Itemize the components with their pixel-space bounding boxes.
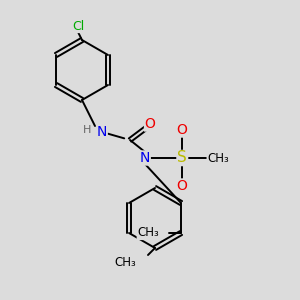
Text: CH₃: CH₃ <box>207 152 229 164</box>
Text: Cl: Cl <box>72 20 84 32</box>
Text: S: S <box>177 151 187 166</box>
Text: CH₃: CH₃ <box>114 256 136 268</box>
Text: O: O <box>177 123 188 137</box>
Text: O: O <box>177 179 188 193</box>
Text: O: O <box>145 117 155 131</box>
Text: CH₃: CH₃ <box>137 226 159 239</box>
Text: N: N <box>140 151 150 165</box>
Text: H: H <box>83 125 91 135</box>
Text: N: N <box>97 125 107 139</box>
